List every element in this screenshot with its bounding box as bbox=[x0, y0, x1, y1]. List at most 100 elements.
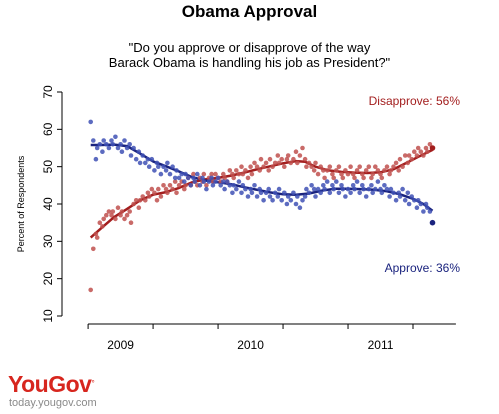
disapprove-point bbox=[267, 156, 273, 162]
approve-point bbox=[106, 145, 112, 151]
disapprove-point bbox=[137, 198, 143, 203]
approve-point bbox=[282, 190, 287, 196]
approve-point bbox=[339, 183, 344, 188]
disapprove-point bbox=[311, 168, 317, 173]
approve-point bbox=[343, 194, 348, 199]
chart-subtitle: "Do you approve or disapprove of the way… bbox=[0, 40, 499, 70]
disapprove-point bbox=[352, 175, 357, 181]
disapprove-point bbox=[106, 209, 112, 214]
chart-subtitle-line-1: "Do you approve or disapprove of the way bbox=[128, 40, 371, 55]
disapprove-point bbox=[152, 190, 157, 196]
disapprove-point bbox=[288, 160, 294, 166]
disapprove-point bbox=[375, 168, 381, 173]
approve-point bbox=[222, 186, 227, 192]
approve-point bbox=[109, 138, 114, 143]
disapprove-point bbox=[360, 171, 365, 177]
disapprove-point bbox=[176, 183, 182, 188]
disapprove-point bbox=[213, 171, 218, 177]
disapprove-point bbox=[279, 156, 285, 162]
approve-point bbox=[378, 186, 383, 192]
approve-point bbox=[206, 179, 212, 184]
approve-point bbox=[304, 186, 309, 192]
approve-point bbox=[156, 164, 161, 169]
approve-point bbox=[239, 190, 244, 196]
disapprove-point bbox=[93, 231, 99, 237]
disapprove-point bbox=[191, 171, 196, 177]
disapprove-point bbox=[136, 205, 142, 210]
approve-point bbox=[221, 179, 226, 184]
approve-point bbox=[336, 190, 342, 196]
approve-point bbox=[188, 183, 194, 188]
disapprove-point bbox=[209, 171, 214, 177]
approve-point bbox=[345, 186, 351, 192]
approve-point bbox=[348, 190, 353, 196]
approve-point bbox=[200, 175, 205, 181]
disapprove-point bbox=[388, 168, 394, 173]
approve-point bbox=[113, 134, 118, 140]
disapprove-point bbox=[391, 164, 396, 169]
disapprove-point bbox=[234, 168, 239, 173]
approve-point bbox=[405, 190, 411, 196]
approve-point bbox=[293, 201, 299, 207]
disapprove-point bbox=[378, 171, 383, 177]
approve-point bbox=[145, 156, 151, 162]
approve-point bbox=[369, 183, 374, 188]
disapprove-point bbox=[158, 194, 164, 199]
disapprove-point bbox=[172, 179, 178, 184]
disapprove-point bbox=[318, 164, 324, 169]
y-tick-label: 20 bbox=[41, 272, 55, 286]
approve-point bbox=[149, 156, 155, 162]
approve-point bbox=[366, 186, 372, 192]
disapprove-point bbox=[336, 164, 342, 169]
approve-point bbox=[423, 201, 429, 207]
disapprove-point bbox=[361, 175, 366, 181]
disapprove-point bbox=[369, 175, 374, 181]
approve-point bbox=[163, 168, 169, 173]
disapprove-label: Disapprove: 56% bbox=[369, 94, 461, 108]
approve-point bbox=[248, 186, 253, 192]
approve-point bbox=[185, 175, 191, 181]
disapprove-point bbox=[397, 156, 403, 162]
approve-point bbox=[429, 219, 436, 226]
disapprove-point bbox=[382, 168, 387, 173]
approve-point bbox=[91, 138, 96, 143]
approve-point bbox=[350, 183, 356, 188]
approve-point bbox=[227, 183, 233, 188]
disapprove-point bbox=[324, 168, 330, 173]
disapprove-point bbox=[297, 153, 303, 158]
approve-point bbox=[128, 153, 134, 158]
disapprove-point bbox=[418, 149, 424, 154]
disapprove-point bbox=[315, 171, 321, 177]
disapprove-point bbox=[182, 186, 187, 192]
disapprove-point bbox=[131, 201, 136, 207]
approve-point bbox=[209, 175, 214, 181]
disapprove-point bbox=[354, 168, 360, 173]
disapprove-point bbox=[331, 175, 337, 181]
approve-point bbox=[309, 183, 314, 188]
approve-point bbox=[170, 164, 175, 169]
disapprove-point bbox=[427, 142, 433, 147]
approve-point bbox=[427, 209, 433, 214]
approve-point bbox=[192, 179, 197, 184]
approve-point bbox=[158, 171, 164, 177]
disapprove-point bbox=[348, 164, 353, 169]
approve-point bbox=[257, 186, 263, 192]
disapprove-point bbox=[313, 160, 318, 166]
disapprove-point bbox=[97, 220, 103, 225]
disapprove-point bbox=[402, 153, 408, 158]
disapprove-point bbox=[104, 212, 109, 218]
disapprove-point bbox=[101, 216, 106, 222]
approve-point bbox=[100, 149, 105, 154]
disapprove-point bbox=[291, 156, 296, 162]
approve-point bbox=[418, 201, 424, 207]
disapprove-point bbox=[119, 209, 125, 214]
disapprove-point bbox=[110, 209, 116, 214]
approve-point bbox=[391, 190, 396, 196]
y-tick-label: 30 bbox=[41, 234, 55, 248]
disapprove-point bbox=[248, 164, 253, 169]
approve-point bbox=[313, 194, 318, 199]
approve-point bbox=[270, 198, 275, 203]
disapprove-point bbox=[295, 160, 300, 166]
disapprove-point bbox=[423, 145, 429, 151]
disapprove-point bbox=[261, 164, 266, 169]
